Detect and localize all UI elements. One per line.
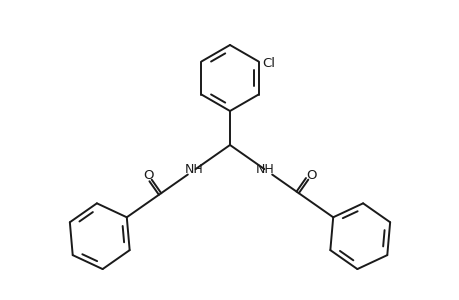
Text: O: O — [306, 169, 316, 182]
Text: Cl: Cl — [262, 57, 275, 70]
Text: NH: NH — [185, 163, 203, 176]
Text: NH: NH — [256, 163, 274, 176]
Text: O: O — [143, 169, 153, 182]
